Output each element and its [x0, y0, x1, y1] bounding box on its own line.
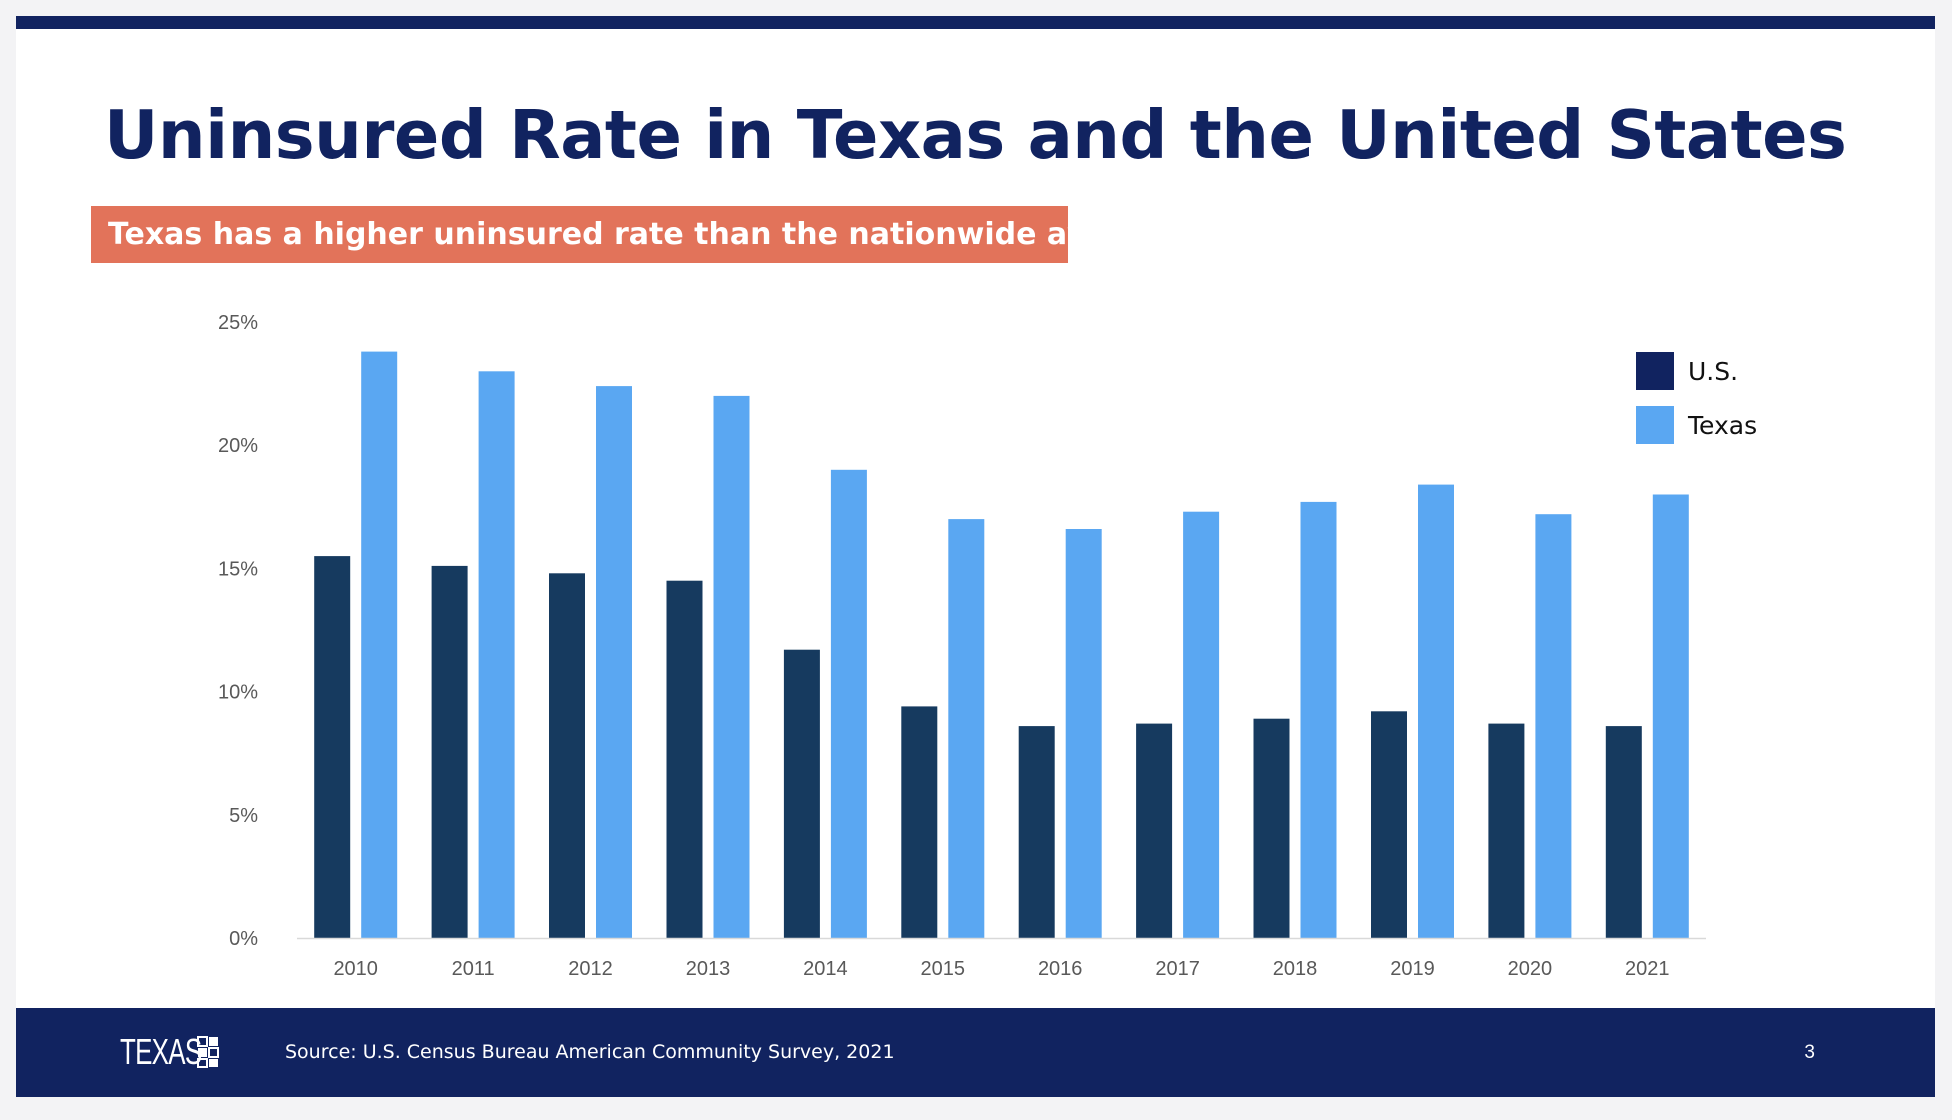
bar-us-2018 — [1253, 718, 1290, 938]
x-tick-label: 2011 — [452, 958, 495, 980]
source-note: Source: U.S. Census Bureau American Comm… — [285, 1041, 895, 1063]
legend: U.S. Texas — [1636, 352, 1757, 444]
uninsured-rate-chart: 0%5%10%15%20%25% 2010 2011 2012 2013 2014 201… — [218, 312, 1757, 980]
y-tick-label: 15% — [218, 558, 258, 580]
footer: TEXAS Source: U.S. Census Bureau America… — [16, 1008, 1935, 1097]
bar-texas-2019 — [1418, 484, 1454, 938]
bar-us-2021 — [1605, 726, 1642, 938]
texas-2036-logo: TEXAS — [120, 1031, 219, 1072]
x-tick-label: 2019 — [1390, 958, 1435, 980]
bar-texas-2010 — [361, 351, 398, 939]
page-number: 3 — [1804, 1042, 1815, 1063]
x-tick-label: 2010 — [333, 958, 378, 980]
y-tick-label: 20% — [218, 435, 258, 457]
texas-2036-mark-icon — [197, 1036, 219, 1068]
x-tick-label: 2014 — [803, 958, 848, 980]
slide: Uninsured Rate in Texas and the United S… — [16, 16, 1935, 1097]
bar-texas-2018 — [1300, 501, 1337, 938]
legend-label-us: U.S. — [1688, 357, 1738, 386]
x-tick-label: 2016 — [1038, 958, 1083, 980]
x-tick-label: 2020 — [1508, 958, 1553, 980]
top-accent-bar — [16, 16, 1935, 29]
legend-swatch-us — [1636, 352, 1674, 390]
bar-texas-2014 — [830, 469, 867, 938]
bar-texas-2013 — [713, 395, 750, 938]
bar-texas-2020 — [1535, 514, 1572, 938]
y-axis: 0% 5% 10% 15% 20% 25% — [218, 312, 258, 950]
bar-texas-2012 — [596, 386, 632, 939]
y-tick-label: 0% — [229, 928, 258, 950]
bar-us-2012 — [549, 573, 585, 938]
bar-texas-2011 — [478, 371, 515, 938]
x-tick-label: 2018 — [1273, 958, 1318, 980]
y-tick-label: 5% — [229, 805, 258, 827]
bar-us-2014 — [783, 649, 820, 938]
logo-wordmark: TEXAS — [120, 1031, 202, 1072]
bar-us-2019 — [1371, 711, 1407, 938]
bar-us-2015 — [901, 706, 938, 938]
bar-texas-2021 — [1652, 494, 1689, 938]
x-axis: 2010 2011 2012 2013 2014 2015 2016 2017 2018 2019… — [297, 937, 1706, 980]
x-tick-label: 2012 — [568, 958, 613, 980]
y-tick-label: 25% — [218, 312, 258, 334]
bar-texas-2015 — [948, 519, 985, 938]
bar-us-2013 — [666, 580, 703, 938]
x-tick-label: 2017 — [1155, 958, 1200, 980]
bar-texas-2016 — [1065, 529, 1102, 938]
y-tick-label: 10% — [218, 682, 258, 704]
bar-us-2016 — [1018, 726, 1055, 938]
x-tick-label: 2021 — [1625, 958, 1670, 980]
x-tick-label: 2013 — [686, 958, 731, 980]
bar-texas-2017 — [1183, 511, 1220, 938]
bar-us-2011 — [431, 565, 468, 938]
legend-swatch-texas — [1636, 406, 1674, 444]
bars — [314, 351, 1689, 939]
slide-title: Uninsured Rate in Texas and the United S… — [104, 96, 1847, 174]
subtitle-banner: Texas has a higher uninsured rate than t… — [91, 206, 1068, 263]
bar-us-2017 — [1136, 723, 1173, 938]
legend-label-texas: Texas — [1687, 411, 1757, 440]
bar-us-2010 — [314, 556, 351, 938]
bar-us-2020 — [1488, 723, 1525, 938]
x-tick-label: 2015 — [921, 958, 966, 980]
